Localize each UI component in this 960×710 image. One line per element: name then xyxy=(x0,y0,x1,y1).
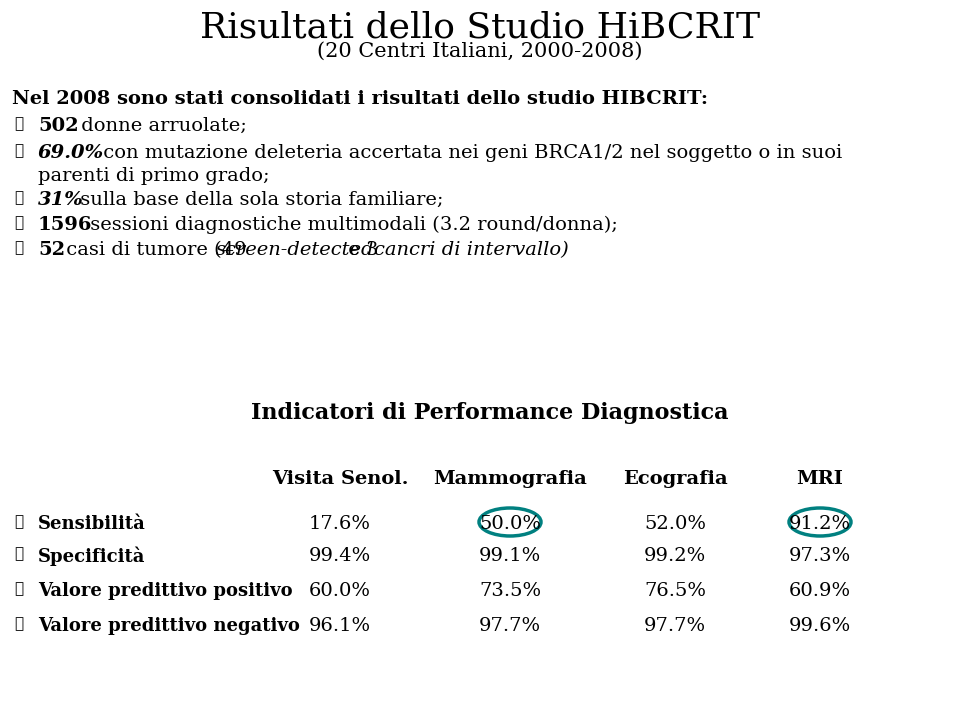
Text: sulla base della sola storia familiare;: sulla base della sola storia familiare; xyxy=(74,191,444,209)
Text: Mammografia: Mammografia xyxy=(433,470,587,488)
Text: Indicatori di Performance Diagnostica: Indicatori di Performance Diagnostica xyxy=(252,402,729,424)
Text: 97.3%: 97.3% xyxy=(789,547,852,565)
Text: Risultati dello Studio HiBCRIT: Risultati dello Studio HiBCRIT xyxy=(200,10,760,44)
Text: ➤: ➤ xyxy=(14,515,23,529)
Text: ➤: ➤ xyxy=(14,144,23,158)
Text: (20 Centri Italiani, 2000-2008): (20 Centri Italiani, 2000-2008) xyxy=(317,42,643,61)
Text: Valore predittivo positivo: Valore predittivo positivo xyxy=(38,582,293,600)
Text: 97.7%: 97.7% xyxy=(479,617,541,635)
Text: 1596: 1596 xyxy=(38,216,92,234)
Text: 99.2%: 99.2% xyxy=(644,547,707,565)
Text: 76.5%: 76.5% xyxy=(644,582,706,600)
Text: 17.6%: 17.6% xyxy=(309,515,371,533)
Text: Visita Senol.: Visita Senol. xyxy=(272,470,408,488)
Text: Specificità: Specificità xyxy=(38,547,145,567)
Text: parenti di primo grado;: parenti di primo grado; xyxy=(38,167,270,185)
Text: ➤: ➤ xyxy=(14,241,23,255)
Text: ➤: ➤ xyxy=(14,216,23,230)
Text: 50.0%: 50.0% xyxy=(479,515,541,533)
Text: 502: 502 xyxy=(38,117,79,135)
Text: Sensibilità: Sensibilità xyxy=(38,515,146,533)
Text: ➤: ➤ xyxy=(14,191,23,205)
Text: cancri di intervallo): cancri di intervallo) xyxy=(374,241,568,259)
Text: 52.0%: 52.0% xyxy=(644,515,706,533)
Text: 73.5%: 73.5% xyxy=(479,582,541,600)
Text: 60.9%: 60.9% xyxy=(789,582,852,600)
Text: ➤: ➤ xyxy=(14,617,23,631)
Text: con mutazione deleteria accertata nei geni BRCA1/2 nel soggetto o in suoi: con mutazione deleteria accertata nei ge… xyxy=(97,144,842,162)
Text: MRI: MRI xyxy=(797,470,844,488)
Text: ➤: ➤ xyxy=(14,582,23,596)
Text: ➤: ➤ xyxy=(14,547,23,561)
Text: 69.0%: 69.0% xyxy=(38,144,104,162)
Text: 99.1%: 99.1% xyxy=(479,547,541,565)
Text: 31%: 31% xyxy=(38,191,84,209)
Text: 91.2%: 91.2% xyxy=(789,515,852,533)
Text: 52: 52 xyxy=(38,241,65,259)
Text: sessioni diagnostiche multimodali (3.2 round/donna);: sessioni diagnostiche multimodali (3.2 r… xyxy=(84,216,618,234)
Text: screen-detected: screen-detected xyxy=(216,241,374,259)
Text: e 3: e 3 xyxy=(342,241,385,259)
Text: donne arruolate;: donne arruolate; xyxy=(75,117,247,135)
Text: 96.1%: 96.1% xyxy=(309,617,372,635)
Text: 99.6%: 99.6% xyxy=(789,617,852,635)
Text: ➤: ➤ xyxy=(14,117,23,131)
Text: casi di tumore (49: casi di tumore (49 xyxy=(60,241,252,259)
Text: 99.4%: 99.4% xyxy=(309,547,372,565)
Text: 60.0%: 60.0% xyxy=(309,582,371,600)
Text: 97.7%: 97.7% xyxy=(644,617,706,635)
Text: Valore predittivo negativo: Valore predittivo negativo xyxy=(38,617,300,635)
Text: Ecografia: Ecografia xyxy=(623,470,728,488)
Text: Nel 2008 sono stati consolidati i risultati dello studio HIBCRIT:: Nel 2008 sono stati consolidati i risult… xyxy=(12,90,708,108)
